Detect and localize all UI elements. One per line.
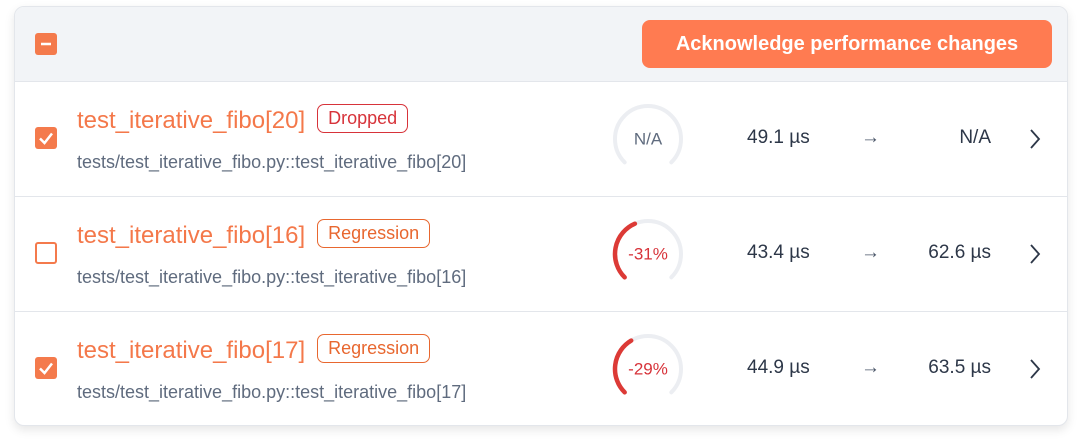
test-name-text: test_iterative_fibo[16]	[77, 222, 306, 249]
test-name-text: test_iterative_fibo[20]	[77, 107, 306, 134]
test-path: tests/test_iterative_fibo.py::test_itera…	[77, 382, 467, 402]
after-value: 63.5 µs	[928, 357, 991, 378]
before-value: 43.4 µs	[747, 242, 810, 263]
change-label: N/A	[634, 129, 663, 148]
acknowledge-button[interactable]: Acknowledge performance changes	[642, 20, 1052, 68]
change-label: -31%	[628, 244, 668, 263]
changes-card: Acknowledge performance changes test_ite…	[14, 6, 1068, 426]
select-all-checkbox[interactable]	[35, 33, 57, 55]
arrow: →	[861, 357, 880, 378]
before-value: 49.1 µs	[747, 127, 810, 148]
change-gauge: -29%	[612, 334, 683, 395]
row-checkbox[interactable]	[35, 127, 57, 149]
test-name: test_iterative_fibo[20] Dropped	[77, 104, 409, 135]
test-row[interactable]: test_iterative_fibo[17] Regression tests/t…	[15, 311, 1067, 425]
test-row[interactable]: test_iterative_fibo[20] Dropped tests/test…	[15, 81, 1067, 196]
chevron[interactable]	[1027, 127, 1043, 151]
change-gauge: N/A	[613, 104, 683, 165]
chevron-path	[1030, 129, 1041, 149]
chevron-path	[1030, 244, 1041, 264]
test-row[interactable]: test_iterative_fibo[16] Regression tests/t…	[15, 196, 1067, 311]
status-badge: Regression	[317, 219, 431, 248]
minus-icon	[41, 42, 51, 46]
after-value: 62.6 µs	[928, 242, 991, 263]
gauge-arc	[612, 221, 638, 280]
after-value: N/A	[959, 127, 991, 148]
status-badge: Dropped	[317, 104, 409, 133]
check-mark	[39, 132, 53, 145]
test-name: test_iterative_fibo[16] Regression	[77, 219, 431, 250]
chevron[interactable]	[1027, 242, 1043, 266]
arrow: →	[861, 127, 880, 148]
gauge-arc	[612, 338, 634, 395]
test-path: tests/test_iterative_fibo.py::test_itera…	[77, 152, 467, 172]
check-icon	[39, 362, 53, 375]
test-path: tests/test_iterative_fibo.py::test_itera…	[77, 267, 467, 287]
header: Acknowledge performance changes	[15, 7, 1067, 82]
change-label: -29%	[628, 359, 668, 378]
arrow: →	[861, 242, 880, 263]
check-mark	[39, 362, 53, 375]
row-checkbox[interactable]	[35, 242, 57, 264]
change-gauge: -31%	[612, 219, 683, 280]
test-name-text: test_iterative_fibo[17]	[77, 337, 306, 364]
row-checkbox[interactable]	[35, 357, 57, 379]
gauge-track	[613, 104, 683, 165]
test-name: test_iterative_fibo[17] Regression	[77, 334, 431, 365]
chevron-path	[1030, 359, 1041, 379]
chevron[interactable]	[1027, 357, 1043, 381]
before-value: 44.9 µs	[747, 357, 810, 378]
status-badge: Regression	[317, 334, 431, 363]
check-icon	[39, 132, 53, 145]
